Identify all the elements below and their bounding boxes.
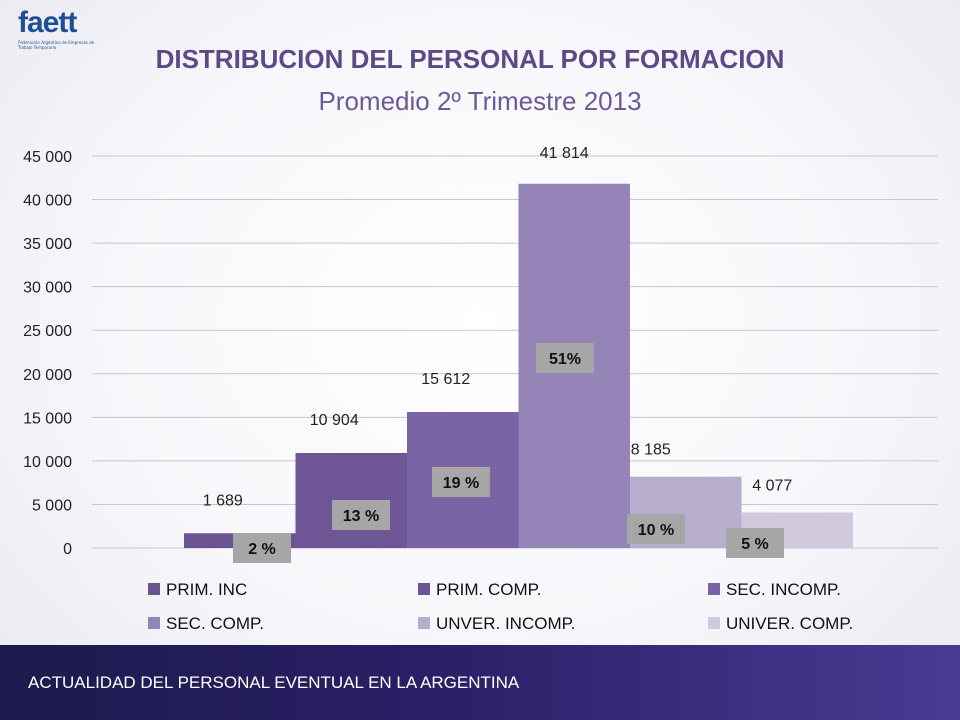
- data-label: 4 077: [752, 477, 792, 494]
- logo-subtext: Federación Argentina de Empresas de Trab…: [18, 40, 95, 50]
- y-tick-label: 30 000: [23, 280, 72, 297]
- data-label: 15 612: [421, 371, 470, 388]
- legend-label: PRIM. INC: [166, 580, 247, 599]
- footer-text: ACTUALIDAD DEL PERSONAL EVENTUAL EN LA A…: [28, 673, 520, 692]
- y-tick-label: 10 000: [23, 454, 72, 471]
- percent-box: [233, 533, 291, 563]
- data-label: 10 904: [310, 412, 359, 429]
- legend-swatch: [418, 583, 430, 595]
- percent-label: 2 %: [248, 541, 276, 558]
- y-tick-label: 35 000: [23, 236, 72, 253]
- slide-title: DISTRIBUCION DEL PERSONAL POR FORMACION: [155, 44, 785, 74]
- y-tick-label: 20 000: [23, 367, 72, 384]
- data-label: 8 185: [631, 442, 671, 459]
- percent-label: 51%: [549, 351, 581, 368]
- footer-bar: ACTUALIDAD DEL PERSONAL EVENTUAL EN LA A…: [0, 645, 960, 720]
- percent-label: 10 %: [638, 522, 674, 539]
- y-tick-label: 15 000: [23, 410, 72, 427]
- legend-swatch: [708, 583, 720, 595]
- slide-subtitle: Promedio 2º Trimestre 2013: [318, 86, 642, 116]
- percent-label: 19 %: [443, 475, 479, 492]
- legend-swatch: [418, 617, 430, 629]
- y-tick-label: 25 000: [23, 323, 72, 340]
- percent-box: [432, 467, 490, 497]
- legend-label: UNVER. INCOMP.: [436, 614, 576, 633]
- legend-label: UNIVER. COMP.: [726, 614, 853, 633]
- percent-box: [332, 500, 390, 530]
- percent-box: [726, 528, 784, 558]
- y-tick-label: 45 000: [23, 149, 72, 166]
- legend-swatch: [708, 617, 720, 629]
- y-tick-label: 0: [63, 541, 72, 558]
- legend-label: PRIM. COMP.: [436, 580, 541, 599]
- y-tick-label: 5 000: [32, 497, 72, 514]
- legend-swatch: [148, 617, 160, 629]
- legend-swatch: [148, 583, 160, 595]
- faett-logo: faett Federación Argentina de Empresas d…: [14, 6, 104, 56]
- percent-box: [627, 514, 685, 544]
- percent-label: 5 %: [741, 536, 769, 553]
- legend-label: SEC. COMP.: [166, 614, 264, 633]
- percent-label: 13 %: [343, 508, 379, 525]
- y-tick-label: 40 000: [23, 193, 72, 210]
- data-label: 1 689: [203, 492, 243, 509]
- data-label: 41 814: [540, 145, 589, 162]
- logo-wordmark: faett: [18, 6, 77, 39]
- bar-chart: 0 5 000 10 000 15 000 20 000 25 000 30 000 35 0…: [23, 145, 938, 633]
- percent-box: [536, 343, 594, 373]
- legend-label: SEC. INCOMP.: [726, 580, 841, 599]
